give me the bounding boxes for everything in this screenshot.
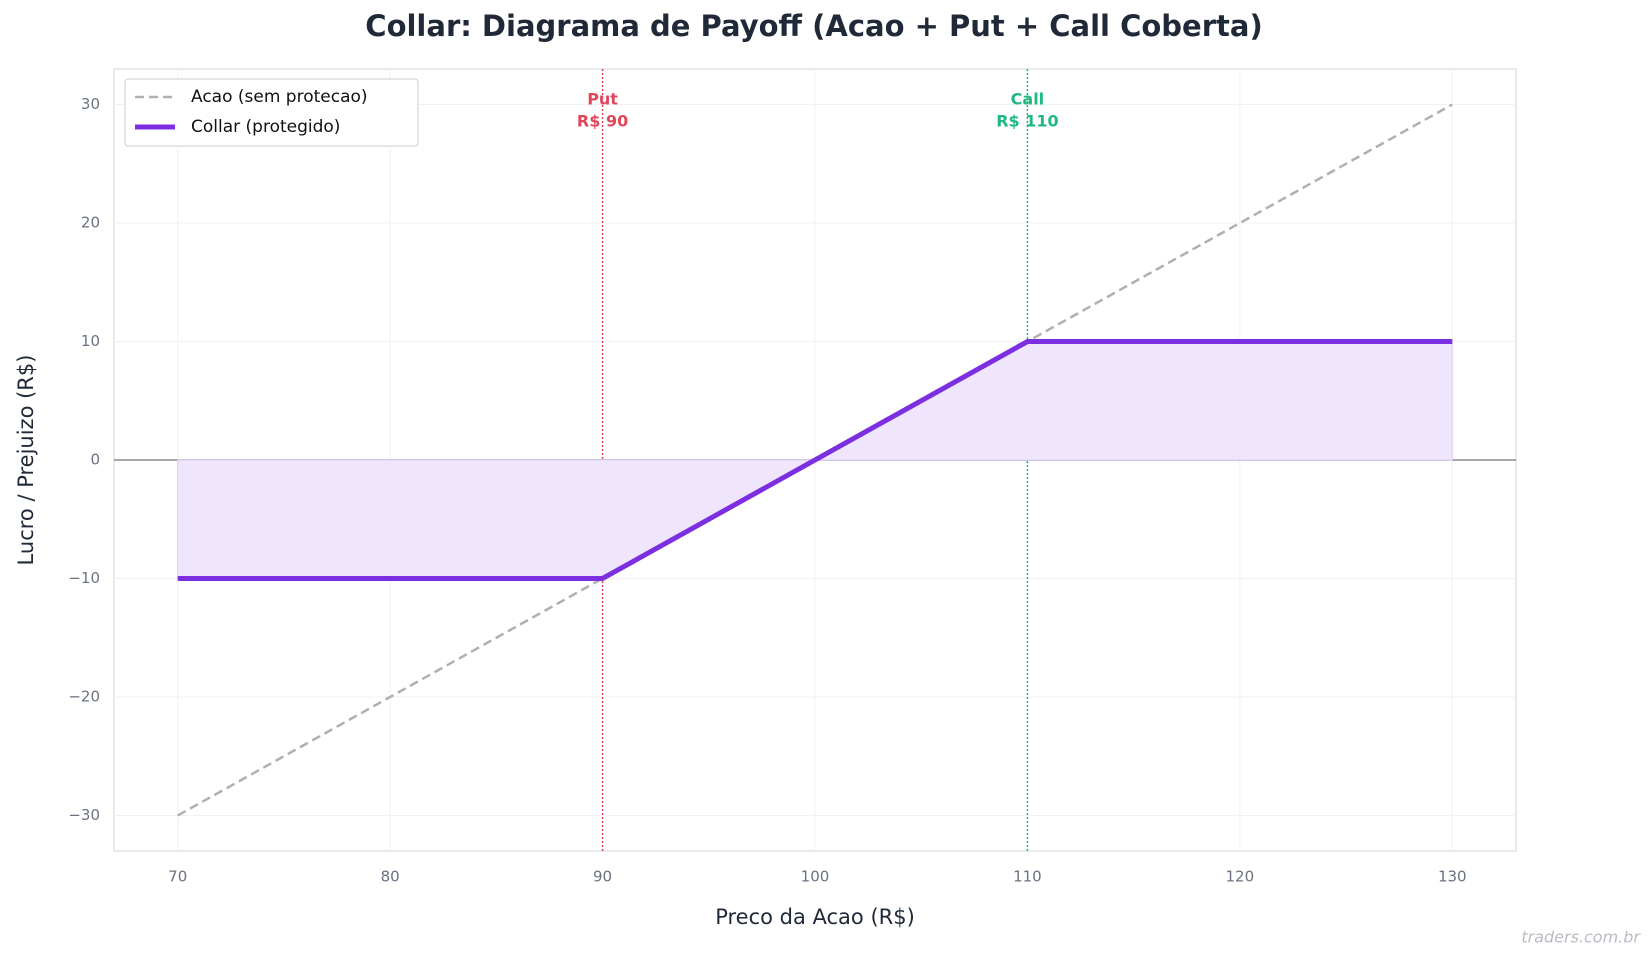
- x-tick-label: 110: [1013, 868, 1042, 886]
- y-tick-label: −10: [68, 569, 100, 587]
- y-tick-label: 0: [90, 451, 100, 469]
- strike-label: R$ 110: [996, 112, 1058, 131]
- x-tick-label: 70: [168, 868, 187, 886]
- legend-label: Acao (sem protecao): [191, 87, 368, 107]
- strike-label: Call: [1011, 90, 1045, 109]
- legend-box: [124, 78, 419, 147]
- watermark: traders.com.br: [1521, 928, 1641, 947]
- y-axis-label: Lucro / Prejuizo (R$): [14, 355, 38, 566]
- x-tick-label: 100: [801, 868, 830, 886]
- series-line: [177, 339, 1453, 581]
- y-tick-label: 10: [81, 332, 100, 350]
- strike-label: Put: [587, 90, 618, 109]
- y-tick-label: −30: [68, 806, 100, 824]
- y-tick-label: 20: [81, 214, 100, 232]
- x-tick-label: 130: [1438, 868, 1467, 886]
- x-tick-label: 120: [1226, 868, 1255, 886]
- strike-label: R$ 90: [577, 112, 628, 131]
- y-tick-label: 30: [81, 95, 100, 113]
- legend-label: Collar (protegido): [191, 117, 340, 137]
- y-tick-label: −20: [68, 687, 100, 705]
- x-tick-label: 80: [381, 868, 400, 886]
- x-axis-label: Preco da Acao (R$): [715, 905, 915, 929]
- chart-title: Collar: Diagrama de Payoff (Acao + Put +…: [365, 9, 1262, 43]
- x-tick-label: 90: [593, 868, 612, 886]
